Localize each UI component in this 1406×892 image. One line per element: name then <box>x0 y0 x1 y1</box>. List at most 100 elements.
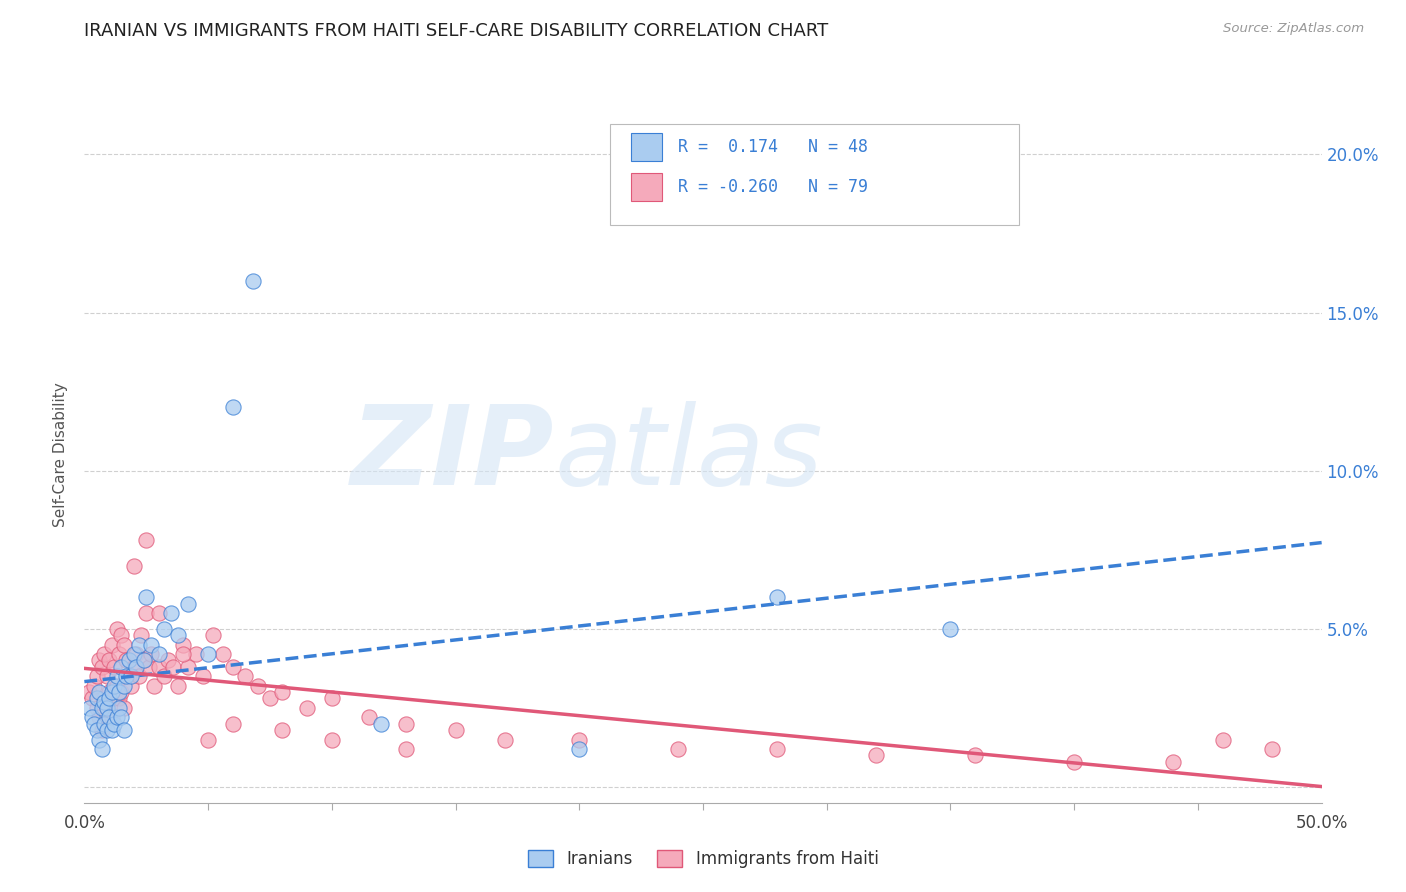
Point <box>132 653 155 667</box>
Text: ZIP: ZIP <box>352 401 554 508</box>
Point <box>103 660 125 674</box>
Point <box>80 710 103 724</box>
Point <box>100 710 122 724</box>
Point <box>172 647 194 661</box>
Point <box>494 732 516 747</box>
Point <box>96 669 118 683</box>
Point <box>122 660 145 674</box>
Point <box>103 679 125 693</box>
Point <box>568 742 591 756</box>
Point <box>939 622 962 636</box>
Text: R = -0.260   N = 79: R = -0.260 N = 79 <box>678 178 869 196</box>
Point <box>110 628 132 642</box>
Point <box>125 660 148 674</box>
Point <box>110 660 132 674</box>
Point <box>96 701 118 715</box>
Point <box>105 710 128 724</box>
Point <box>86 691 108 706</box>
Text: Source: ZipAtlas.com: Source: ZipAtlas.com <box>1223 22 1364 36</box>
Point <box>86 723 108 737</box>
Point <box>766 591 789 605</box>
Point <box>118 669 141 683</box>
Point <box>90 660 112 674</box>
Point <box>93 695 115 709</box>
Point <box>148 606 170 620</box>
Point <box>568 732 591 747</box>
Point <box>148 660 170 674</box>
Point <box>96 723 118 737</box>
Point <box>108 691 131 706</box>
Point <box>246 679 269 693</box>
Point <box>148 647 170 661</box>
Point <box>233 669 256 683</box>
Point <box>115 669 138 683</box>
Point <box>197 647 219 661</box>
Point <box>100 723 122 737</box>
Point <box>177 597 200 611</box>
Point <box>93 647 115 661</box>
Point <box>100 685 122 699</box>
Point <box>112 723 135 737</box>
Point <box>1161 755 1184 769</box>
Point <box>271 723 294 737</box>
Point <box>444 723 467 737</box>
Point <box>1261 742 1284 756</box>
Point <box>89 653 111 667</box>
Point <box>108 647 131 661</box>
Point <box>132 653 155 667</box>
Point <box>222 716 245 731</box>
Point <box>83 679 105 693</box>
Point <box>965 748 987 763</box>
Point <box>222 660 245 674</box>
Point <box>108 685 131 699</box>
Point <box>89 732 111 747</box>
Point <box>89 685 111 699</box>
Point <box>120 679 142 693</box>
Point <box>90 701 112 715</box>
Point <box>86 701 108 715</box>
Point <box>370 716 392 731</box>
Point <box>98 685 121 699</box>
Point <box>157 653 180 667</box>
Point <box>128 669 150 683</box>
Point <box>141 647 163 661</box>
Point <box>98 653 121 667</box>
FancyBboxPatch shape <box>610 124 1018 226</box>
Point <box>105 679 128 693</box>
Point <box>118 653 141 667</box>
Point <box>115 653 138 667</box>
Text: R =  0.174   N = 48: R = 0.174 N = 48 <box>678 138 869 156</box>
Point <box>125 647 148 661</box>
Point <box>152 669 174 683</box>
Point <box>105 622 128 636</box>
Point <box>295 701 318 715</box>
Point <box>162 660 184 674</box>
Point <box>89 710 111 724</box>
Point <box>172 638 194 652</box>
Point <box>141 638 163 652</box>
Point <box>135 533 157 548</box>
Point <box>865 748 887 763</box>
Point <box>112 638 135 652</box>
Point <box>357 710 380 724</box>
Point <box>666 742 689 756</box>
Point <box>395 716 418 731</box>
Point <box>86 669 108 683</box>
Point <box>100 638 122 652</box>
Point <box>90 742 112 756</box>
Y-axis label: Self-Care Disability: Self-Care Disability <box>53 383 69 527</box>
Point <box>110 710 132 724</box>
Point <box>96 701 118 715</box>
Point <box>321 691 343 706</box>
Point <box>120 669 142 683</box>
Point <box>1212 732 1234 747</box>
Point <box>122 647 145 661</box>
Point <box>271 685 294 699</box>
Point <box>98 710 121 724</box>
Point <box>184 647 207 661</box>
Point <box>167 679 190 693</box>
Bar <box>631 173 662 201</box>
Point <box>90 723 112 737</box>
Legend: Iranians, Immigrants from Haiti: Iranians, Immigrants from Haiti <box>520 843 886 874</box>
Point <box>222 401 245 415</box>
